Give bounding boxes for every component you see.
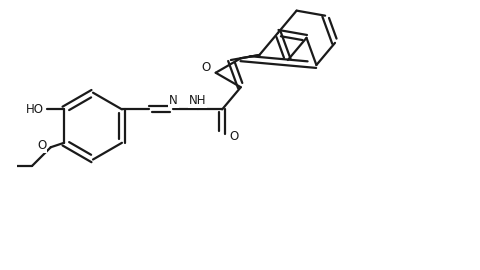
Text: N: N — [169, 94, 178, 107]
Text: HO: HO — [25, 103, 44, 116]
Text: NH: NH — [189, 94, 206, 107]
Text: O: O — [37, 139, 46, 151]
Text: O: O — [230, 130, 239, 143]
Text: O: O — [201, 61, 210, 74]
